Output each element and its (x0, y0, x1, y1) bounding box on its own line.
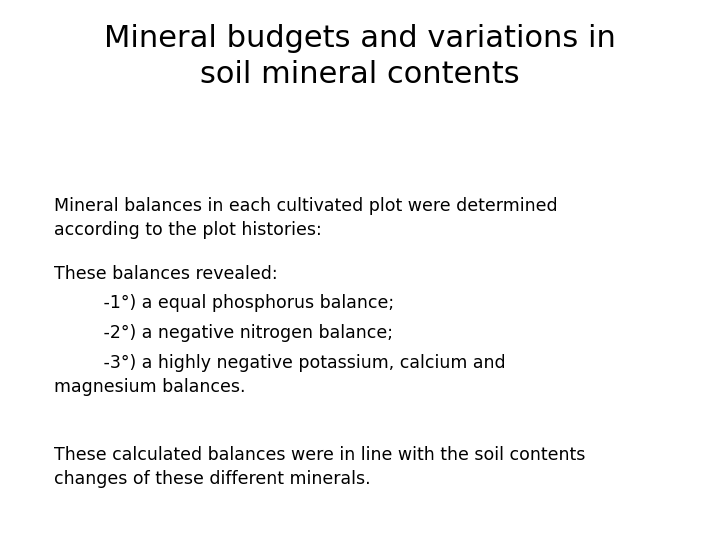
Text: -3°) a highly negative potassium, calcium and
magnesium balances.: -3°) a highly negative potassium, calciu… (54, 354, 505, 396)
Text: -2°) a negative nitrogen balance;: -2°) a negative nitrogen balance; (54, 324, 393, 342)
Text: These balances revealed:: These balances revealed: (54, 265, 278, 282)
Text: Mineral balances in each cultivated plot were determined
according to the plot h: Mineral balances in each cultivated plot… (54, 197, 557, 239)
Text: These calculated balances were in line with the soil contents
changes of these d: These calculated balances were in line w… (54, 446, 585, 488)
Text: -1°) a equal phosphorus balance;: -1°) a equal phosphorus balance; (54, 294, 394, 312)
Text: Mineral budgets and variations in
soil mineral contents: Mineral budgets and variations in soil m… (104, 24, 616, 89)
